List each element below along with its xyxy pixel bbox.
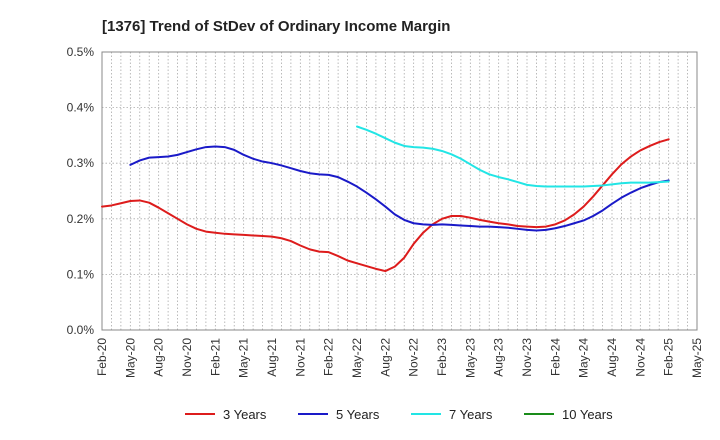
x-tick-label: Feb-25	[662, 338, 676, 376]
x-tick-label: Feb-21	[208, 338, 222, 376]
y-tick-label: 0.1%	[67, 267, 95, 281]
series-line-5-years	[129, 145, 670, 232]
x-tick-label: May-21	[237, 338, 251, 378]
y-tick-label: 0.3%	[67, 156, 95, 170]
x-tick-label: Aug-22	[378, 338, 392, 377]
legend: 3 Years 5 Years 7 Years 10 Years	[185, 407, 613, 422]
x-tick-label: Aug-23	[492, 338, 506, 377]
x-tick-label: Nov-24	[633, 338, 647, 377]
x-axis-ticks: Feb-20 May-20 Aug-20 Nov-20 Feb-21 May-21 Aug-…	[95, 338, 704, 378]
y-axis-ticks: 0.0% 0.1% 0.2% 0.3% 0.4% 0.5%	[67, 45, 95, 337]
y-tick-label: 0.4%	[67, 101, 95, 115]
legend-item: 7 Years	[411, 407, 493, 422]
series-line-3-years	[101, 138, 670, 273]
legend-label: 5 Years	[336, 407, 380, 422]
legend-label: 7 Years	[449, 407, 493, 422]
x-tick-label: Feb-20	[95, 338, 109, 376]
plot-frame	[101, 51, 698, 331]
legend-item: 10 Years	[524, 407, 613, 422]
x-tick-label: Feb-23	[435, 338, 449, 376]
x-tick-label: Nov-22	[407, 338, 421, 377]
x-tick-label: May-24	[577, 338, 591, 378]
legend-item: 3 Years	[185, 407, 267, 422]
x-tick-label: May-20	[123, 338, 137, 378]
y-tick-label: 0.2%	[67, 212, 95, 226]
grid	[102, 52, 697, 330]
x-tick-label: Aug-20	[152, 338, 166, 377]
x-tick-label: Nov-20	[180, 338, 194, 377]
chart-title: [1376] Trend of StDev of Ordinary Income…	[102, 18, 450, 35]
x-tick-label: May-23	[463, 338, 477, 378]
x-tick-label: Feb-24	[548, 338, 562, 376]
series-line-7-years	[356, 125, 670, 188]
x-tick-label: Nov-21	[293, 338, 307, 377]
y-tick-label: 0.5%	[67, 45, 95, 59]
legend-item: 5 Years	[298, 407, 380, 422]
x-tick-label: Nov-23	[520, 338, 534, 377]
x-tick-label: Aug-24	[605, 338, 619, 377]
series-lines	[101, 125, 670, 273]
legend-label: 3 Years	[223, 407, 267, 422]
x-tick-label: Aug-21	[265, 338, 279, 377]
y-tick-label: 0.0%	[67, 323, 95, 337]
x-tick-label: May-25	[690, 338, 704, 378]
legend-label: 10 Years	[562, 407, 613, 422]
x-tick-label: Feb-22	[322, 338, 336, 376]
x-tick-label: May-22	[350, 338, 364, 378]
